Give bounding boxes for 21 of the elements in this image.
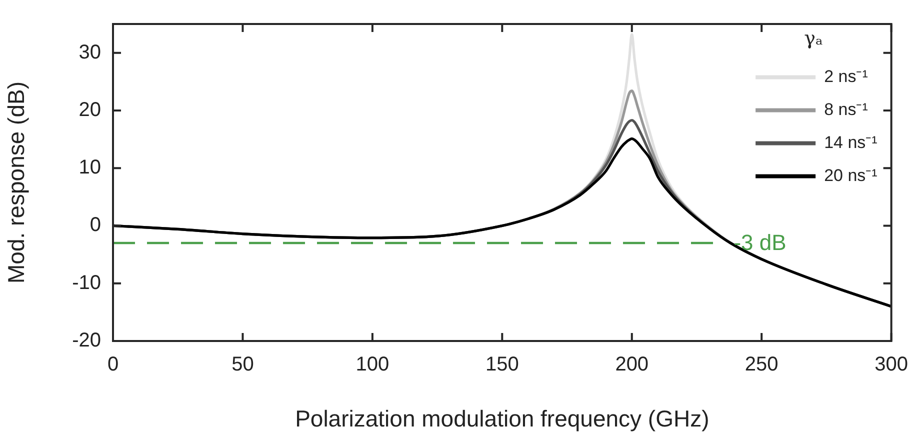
y-tick-label: -20: [72, 330, 101, 352]
y-axis-title: Mod. response (dB): [3, 82, 30, 284]
x-tick-label: 150: [485, 354, 519, 376]
y-tick-label: 30: [78, 41, 101, 64]
x-tick-label: 300: [874, 354, 908, 376]
y-tick-label: 20: [78, 98, 101, 121]
ref-line-label: -3 dB: [734, 230, 786, 256]
x-tick-label: 50: [232, 354, 254, 376]
legend-label: 20 ns⁻¹: [824, 166, 878, 185]
y-tick-label: -10: [72, 272, 101, 294]
x-axis-title: Polarization modulation frequency (GHz): [295, 406, 710, 432]
x-tick-label: 100: [356, 354, 390, 376]
legend-label: 2 ns⁻¹: [824, 66, 868, 86]
legend-title: γₐ: [804, 27, 823, 50]
legend-label: 8 ns⁻¹: [824, 100, 868, 119]
x-tick-label: 250: [744, 354, 778, 376]
x-tick-label: 0: [107, 354, 119, 376]
legend-label: 14 ns⁻¹: [824, 132, 878, 152]
y-tick-label: 10: [78, 156, 101, 179]
y-tick-label: 0: [90, 214, 101, 236]
x-tick-label: 200: [615, 354, 649, 376]
